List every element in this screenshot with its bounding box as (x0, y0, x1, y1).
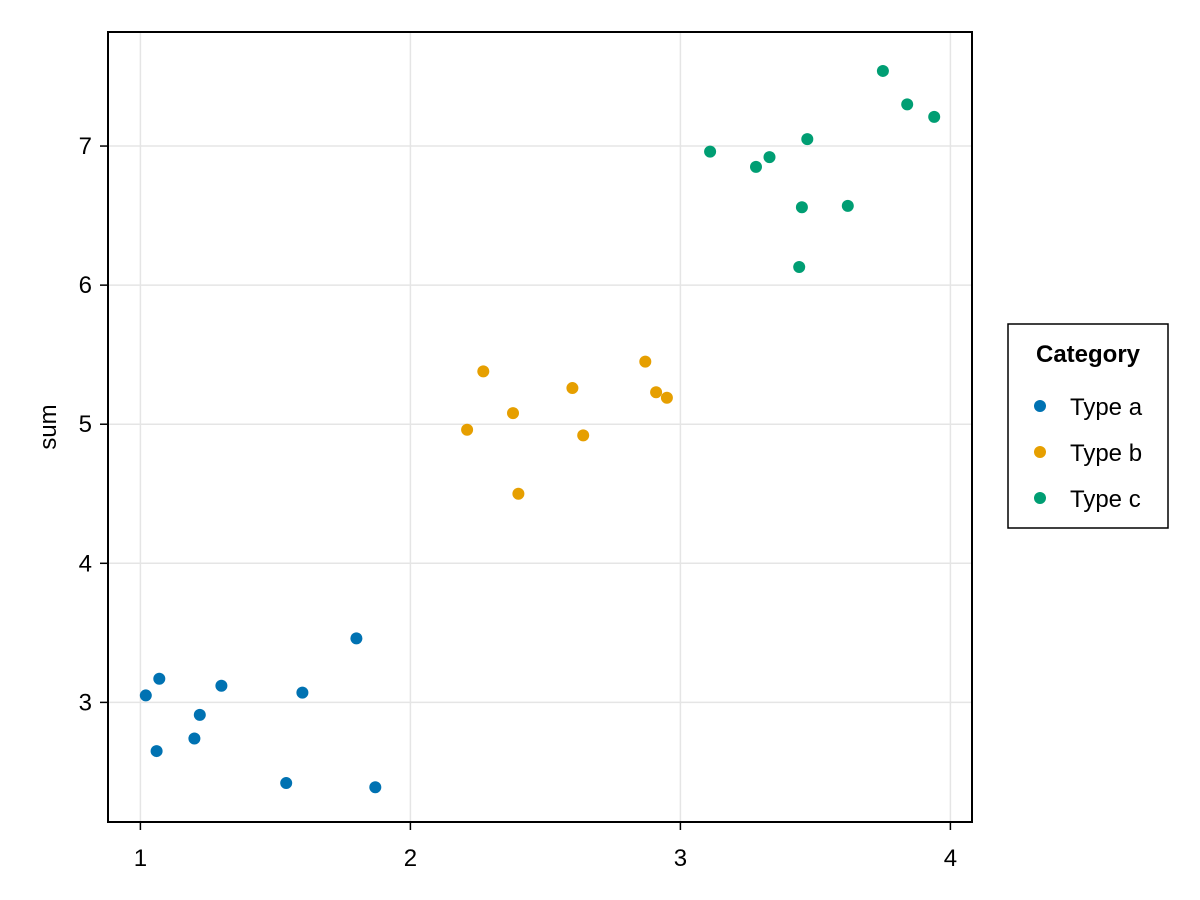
legend-label: Type a (1070, 394, 1143, 421)
point-type-a (150, 745, 163, 758)
point-type-b (639, 355, 652, 368)
x-tick-label: 2 (404, 845, 417, 872)
point-type-c (704, 145, 717, 158)
legend-items: Type a Type b Type c (1034, 394, 1143, 513)
point-type-b (577, 429, 590, 442)
y-tick-label: 6 (79, 272, 92, 299)
point-type-c (876, 64, 889, 77)
point-type-b (507, 407, 519, 420)
legend: Category Type a Type b Type c (1007, 323, 1169, 529)
point-type-b (660, 391, 673, 404)
point-type-c (901, 98, 914, 111)
point-type-a (369, 781, 382, 794)
y-axis-label: sum (35, 404, 62, 449)
point-type-b (650, 386, 663, 399)
plot-frame (107, 31, 973, 823)
point-type-b (461, 423, 474, 436)
y-tick-label: 4 (79, 550, 92, 577)
point-type-b (477, 365, 490, 378)
x-tick-label: 1 (134, 845, 147, 872)
point-type-a (280, 777, 293, 790)
legend-label: Type c (1070, 486, 1141, 513)
point-type-c (841, 199, 854, 212)
data-points (139, 64, 941, 794)
y-tick-label: 3 (79, 689, 92, 716)
grid-lines (108, 32, 972, 822)
point-type-a (193, 708, 206, 721)
point-type-a (296, 686, 309, 699)
point-type-a (350, 632, 363, 645)
point-type-c (763, 151, 776, 164)
point-type-a (188, 732, 201, 745)
legend-title: Category (1036, 341, 1141, 368)
legend-marker (1034, 446, 1046, 458)
point-type-c (928, 110, 941, 123)
point-type-a (215, 679, 228, 692)
x-tick-label: 3 (674, 845, 687, 872)
point-type-c (801, 133, 814, 146)
point-type-a (153, 672, 166, 685)
point-type-b (566, 382, 579, 395)
legend-marker (1034, 400, 1046, 412)
axis-ticks: 1 2 3 4 3 4 5 6 7 (79, 133, 957, 872)
point-type-b (512, 487, 525, 500)
y-tick-label: 5 (79, 411, 92, 438)
point-type-c (793, 261, 806, 274)
point-type-a (139, 689, 152, 702)
legend-marker (1034, 492, 1046, 504)
legend-label: Type b (1070, 440, 1142, 467)
legend-box (1007, 323, 1169, 529)
y-tick-label: 7 (79, 133, 92, 160)
x-tick-label: 4 (944, 845, 957, 872)
point-type-c (750, 160, 762, 173)
point-type-c (795, 201, 808, 214)
